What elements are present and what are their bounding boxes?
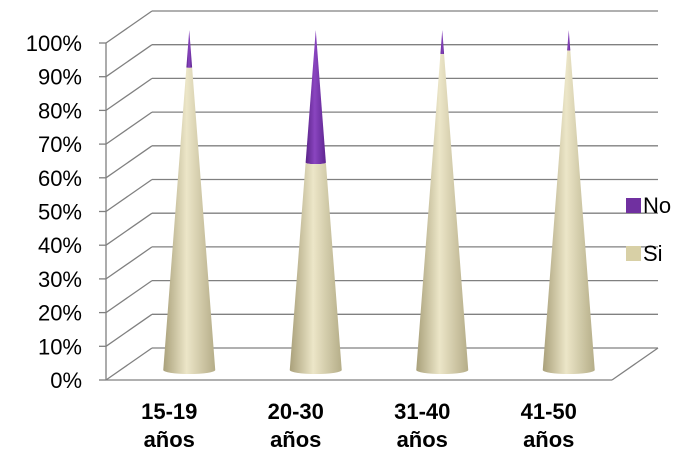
axes <box>99 42 659 381</box>
cone <box>289 30 342 374</box>
cone-segment-no <box>186 30 193 68</box>
legend-swatch <box>626 246 641 261</box>
cone-segment-si <box>163 67 216 375</box>
x-axis-tick-labels: 15-19 años 20-30 años 31-40 años 41-50 años <box>141 399 577 452</box>
legend-item-no: No <box>626 193 671 218</box>
legend: No Si <box>626 193 671 266</box>
legend-label: Si <box>643 241 663 266</box>
y-axis-tick-labels: 0% 10% 20% 30% 40% 50% 60% 70% 80% 90% 100% <box>26 31 82 393</box>
floor-edge <box>611 347 659 381</box>
y-tick-label: 100% <box>26 31 82 56</box>
legend-swatch <box>626 198 641 213</box>
x-tick-label: 20-30 años <box>268 399 324 452</box>
gridline <box>105 44 658 78</box>
y-tick-label: 90% <box>38 65 82 90</box>
legend-item-si: Si <box>626 241 663 266</box>
y-tick-label: 30% <box>38 267 82 292</box>
x-tick-label: 15-19 años <box>141 399 197 452</box>
y-tick-label: 10% <box>38 334 82 359</box>
cone-segment-no <box>440 30 445 55</box>
gridline <box>105 77 658 111</box>
gridline <box>105 10 658 44</box>
cone-segment-si <box>416 53 469 375</box>
x-tick-label: 41-50 años <box>521 399 577 452</box>
cone <box>542 30 595 375</box>
y-tick-label: 40% <box>38 233 82 258</box>
y-tick-label: 50% <box>38 200 82 225</box>
y-tick-label: 70% <box>38 132 82 157</box>
cone-segment-no <box>305 30 326 165</box>
cone-segment-no <box>567 30 571 51</box>
y-tick-label: 20% <box>38 301 82 326</box>
y-tick-label: 60% <box>38 166 82 191</box>
y-tick-label: 80% <box>38 98 82 123</box>
y-tick-label: 0% <box>50 368 82 393</box>
cone <box>163 30 216 375</box>
cone-segment-si <box>289 162 342 374</box>
legend-label: No <box>643 193 671 218</box>
cones <box>163 30 595 375</box>
cone <box>416 30 469 375</box>
x-tick-label: 31-40 años <box>394 399 450 452</box>
cone-segment-si <box>542 50 595 375</box>
